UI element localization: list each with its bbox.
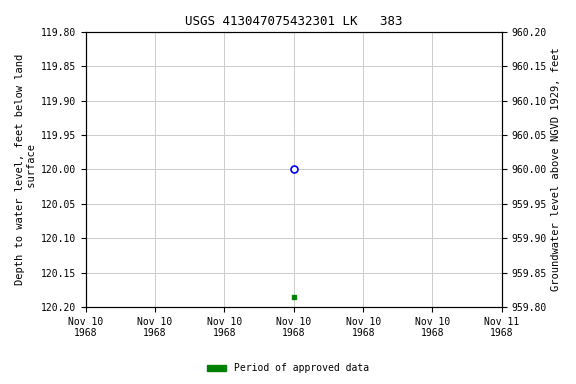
Title: USGS 413047075432301 LK   383: USGS 413047075432301 LK 383 xyxy=(185,15,403,28)
Y-axis label: Depth to water level, feet below land
 surface: Depth to water level, feet below land su… xyxy=(15,54,37,285)
Y-axis label: Groundwater level above NGVD 1929, feet: Groundwater level above NGVD 1929, feet xyxy=(551,48,561,291)
Legend: Period of approved data: Period of approved data xyxy=(203,359,373,377)
